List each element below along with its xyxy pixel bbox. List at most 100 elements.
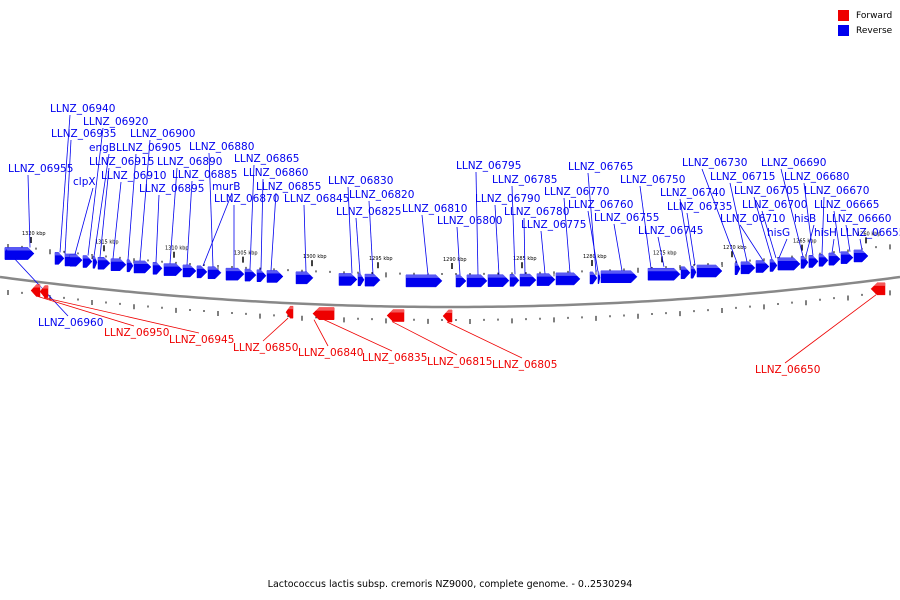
gene-label-llnz-06805: LLNZ_06805 <box>492 359 557 371</box>
gene-label-llnz-06730: LLNZ_06730 <box>682 157 747 169</box>
leader-llnz-06730 <box>701 168 738 263</box>
leader-llnz-06700 <box>761 210 777 259</box>
leader-llnz-06840 <box>313 319 329 347</box>
leader-llnz-06715 <box>729 182 748 262</box>
gene-label-llnz-06660: LLNZ_06660 <box>826 213 891 225</box>
gene-arrow-highlight <box>601 270 637 274</box>
gene-arrow-highlight <box>841 251 853 255</box>
gene-label-llnz-06810: LLNZ_06810 <box>402 203 467 215</box>
legend: Forward Reverse <box>838 8 892 38</box>
gene-label-llnz-06680: LLNZ_06680 <box>784 171 849 183</box>
gene-label-llnz-06945: LLNZ_06945 <box>169 334 234 346</box>
gene-arrow-llnz-06785 <box>509 274 520 287</box>
gene-label-llnz-06655: LLNZ_06655 <box>840 227 900 239</box>
gene-arrow-llnz-06795 <box>466 274 488 288</box>
gene-arrow-llnz-06765 <box>589 271 598 285</box>
gene-label-llnz-06960: LLNZ_06960 <box>38 317 103 329</box>
gene-label-llnz-06770: LLNZ_06770 <box>544 186 609 198</box>
gene-arrow-highlight <box>510 274 519 278</box>
gene-arrow-highlight <box>871 282 885 286</box>
gene-arrow-highlight <box>778 257 800 261</box>
leader-murb <box>202 192 233 267</box>
leader-llnz-06920 <box>87 127 104 256</box>
gene-label-llnz-06740: LLNZ_06740 <box>660 187 725 199</box>
leader-llnz-06935 <box>64 139 72 255</box>
scale-label: 1305 kbp <box>234 251 258 257</box>
leader-llnz-06805 <box>446 321 523 359</box>
gene-arrow-llnz-06940 <box>54 252 65 265</box>
gene-arrow-highlight <box>456 274 466 278</box>
legend-label-forward: Forward <box>856 10 893 21</box>
gene-arrow-highlight <box>770 259 777 263</box>
leader-llnz-06895 <box>155 194 160 263</box>
leader-llnz-06825 <box>355 217 361 274</box>
leader-llnz-06775 <box>540 230 546 274</box>
scale-label: 1295 kbp <box>369 256 393 262</box>
gene-label-llnz-06820: LLNZ_06820 <box>349 189 414 201</box>
leader-llnz-06890 <box>169 167 178 264</box>
gene-label-llnz-06950: LLNZ_06950 <box>104 327 169 339</box>
leader-llnz-06770 <box>563 197 571 273</box>
gene-label-llnz-06780: LLNZ_06780 <box>504 206 569 218</box>
gene-arrow-highlight <box>313 307 334 311</box>
gene-label-llnz-06650: LLNZ_06650 <box>755 364 820 376</box>
gene-label-murb: murB <box>212 181 240 193</box>
gene-arrow-highlight <box>296 271 313 275</box>
scale-label: 1260 kbp <box>857 231 881 237</box>
gene-arrow-highlight <box>467 274 487 278</box>
gene-arrow-murb <box>196 265 208 279</box>
leader-llnz-06910 <box>112 181 122 259</box>
gene-arrow-llnz-06770 <box>555 272 581 286</box>
leader-llnz-06680 <box>803 182 814 256</box>
gene-arrow-llnz-06775 <box>536 273 556 286</box>
gene-label-llnz-06835: LLNZ_06835 <box>362 352 427 364</box>
gene-label-llnz-06795: LLNZ_06795 <box>456 160 521 172</box>
legend-item-forward: Forward <box>838 8 892 23</box>
leader-llnz-06885 <box>186 180 193 265</box>
gene-arrow-highlight <box>5 247 34 251</box>
gene-arrow-llnz-06845 <box>295 271 314 285</box>
gene-arrow-highlight <box>267 270 283 274</box>
gene-arrow-highlight <box>691 266 696 270</box>
gene-arrow-highlight <box>358 273 364 277</box>
gene-label-llnz-06825: LLNZ_06825 <box>336 206 401 218</box>
gene-arrow-llnz-06735 <box>696 264 723 278</box>
gene-arrow-highlight <box>809 255 818 259</box>
gene-label-llnz-06885: LLNZ_06885 <box>172 169 237 181</box>
gene-arrow-llnz-06805 <box>442 309 453 323</box>
gene-arrow-highlight <box>365 274 380 278</box>
leader-clpx <box>74 187 94 255</box>
gene-arrow-highlight <box>153 262 162 266</box>
gene-arrow-highlight <box>31 284 40 288</box>
gene-label-hisg: hisG <box>767 227 790 239</box>
leader-llnz-06755 <box>613 223 623 271</box>
leader-llnz-06790 <box>494 204 500 275</box>
gene-arrow-highlight <box>537 273 555 277</box>
gene-arrow-highlight <box>98 257 110 261</box>
gene-label-llnz-06775: LLNZ_06775 <box>521 219 586 231</box>
gene-arrow-highlight <box>164 263 182 267</box>
leader-llnz-06665 <box>833 210 841 254</box>
gene-label-hisb: hisB <box>794 213 816 225</box>
leader-llnz-06835 <box>323 319 393 352</box>
scale-label: 1275 kbp <box>653 250 677 256</box>
gene-label-llnz-06940: LLNZ_06940 <box>50 103 115 115</box>
gene-label-llnz-06705: LLNZ_06705 <box>734 185 799 197</box>
leader-engb <box>93 153 110 257</box>
scale-label: 1300 kbp <box>303 254 327 260</box>
gene-arrow-highlight <box>40 285 48 289</box>
gene-arrow-highlight <box>208 266 221 270</box>
gene-arrow-llnz-06835 <box>312 307 335 320</box>
gene-arrow-highlight <box>829 253 840 257</box>
gene-arrow-highlight <box>854 249 868 253</box>
gene-arrow-highlight <box>488 274 509 278</box>
leader-llnz-06960 <box>5 249 69 317</box>
gene-arrow-highlight <box>741 261 755 265</box>
leader-llnz-06900 <box>139 139 151 262</box>
reverse-swatch <box>838 25 849 36</box>
gene-label-llnz-06750: LLNZ_06750 <box>620 174 685 186</box>
genome-backbone <box>0 275 900 309</box>
gene-label-llnz-06715: LLNZ_06715 <box>710 171 775 183</box>
gene-arrow-highlight <box>598 271 600 275</box>
leader-llnz-06915 <box>99 167 110 258</box>
